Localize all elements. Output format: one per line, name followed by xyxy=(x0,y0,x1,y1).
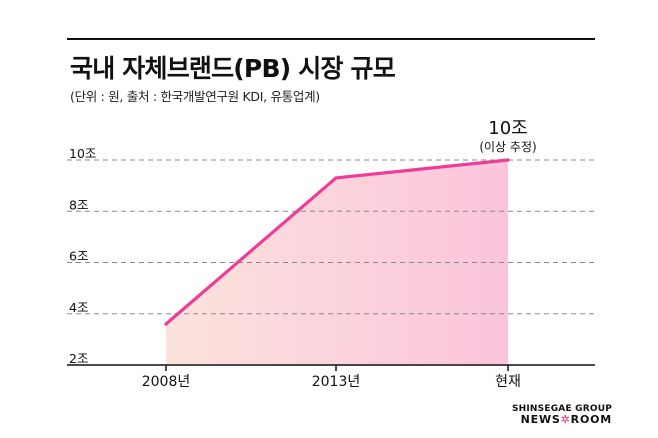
annotation-sublabel: (이상 추정) xyxy=(479,140,536,154)
brand-bottom: NEWS✲ROOM xyxy=(512,414,612,427)
brand-top: SHINSEGAE GROUP xyxy=(511,404,612,414)
y-tick-label: 2조 xyxy=(69,351,88,366)
data-point xyxy=(334,176,338,180)
y-tick-label: 6조 xyxy=(69,249,88,264)
y-tick-label: 4조 xyxy=(69,300,88,315)
x-tick-label: 2013년 xyxy=(312,374,361,390)
chart-title: 국내 자체브랜드(PB) 시장 규모 xyxy=(70,54,396,83)
data-point xyxy=(164,322,168,326)
x-tick-label: 2008년 xyxy=(142,374,191,390)
y-tick-label: 8조 xyxy=(69,197,88,212)
y-tick-label: 10조 xyxy=(69,146,96,161)
brand-news: NEWS xyxy=(520,413,561,427)
data-point xyxy=(506,158,510,162)
annotation-label: 10조 xyxy=(488,118,527,139)
brand-room: ROOM xyxy=(570,413,612,427)
top-rule xyxy=(67,38,595,40)
brand-star-icon: ✲ xyxy=(560,413,571,427)
x-tick-label: 현재 xyxy=(495,374,521,390)
brand-logo: SHINSEGAE GROUP NEWS✲ROOM xyxy=(512,404,612,427)
chart-subtitle: (단위 : 원, 출처 : 한국개발연구원 KDI, 유통업계) xyxy=(70,89,320,104)
